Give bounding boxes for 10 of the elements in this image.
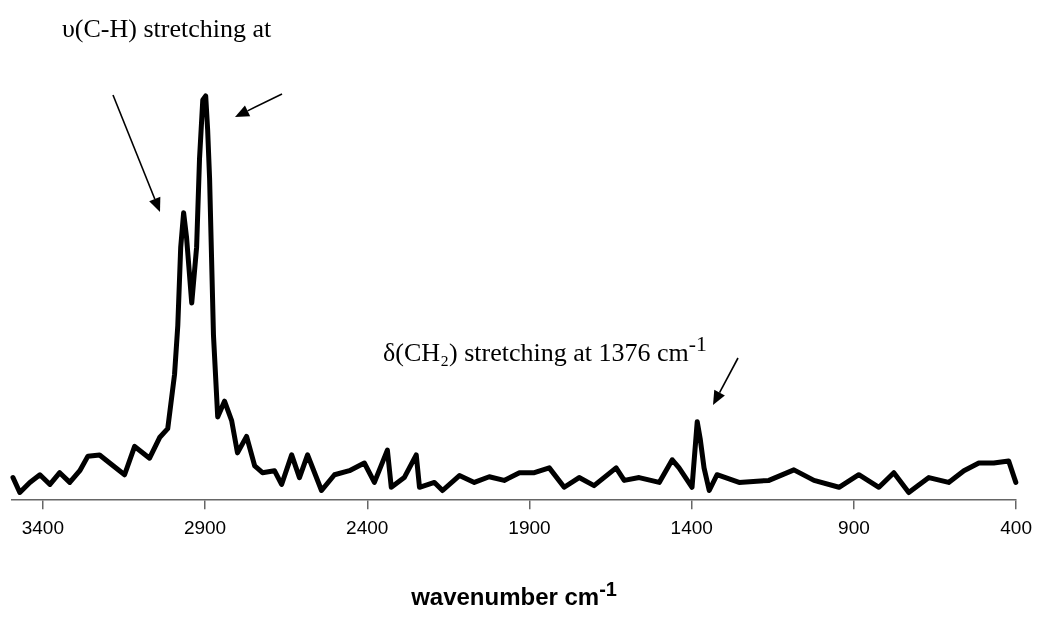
- text: υ(C-H) stretching at: [62, 14, 272, 44]
- x-tick-label: 2900: [183, 516, 227, 538]
- x-tick-label: 900: [838, 516, 870, 538]
- annotation: δ(CH₂) stretching at 1376 cm$^{-1}$: [383, 332, 707, 368]
- x-tick-label: 1900: [508, 516, 551, 538]
- x-tick-label: 3400: [21, 516, 64, 538]
- x-tick-label: 1400: [670, 516, 713, 538]
- x-tick-label: 400: [1000, 516, 1032, 538]
- x-axis-title: wavenumber cm$^{-1}$: [411, 578, 617, 611]
- x-tick-label: 2400: [346, 516, 389, 538]
